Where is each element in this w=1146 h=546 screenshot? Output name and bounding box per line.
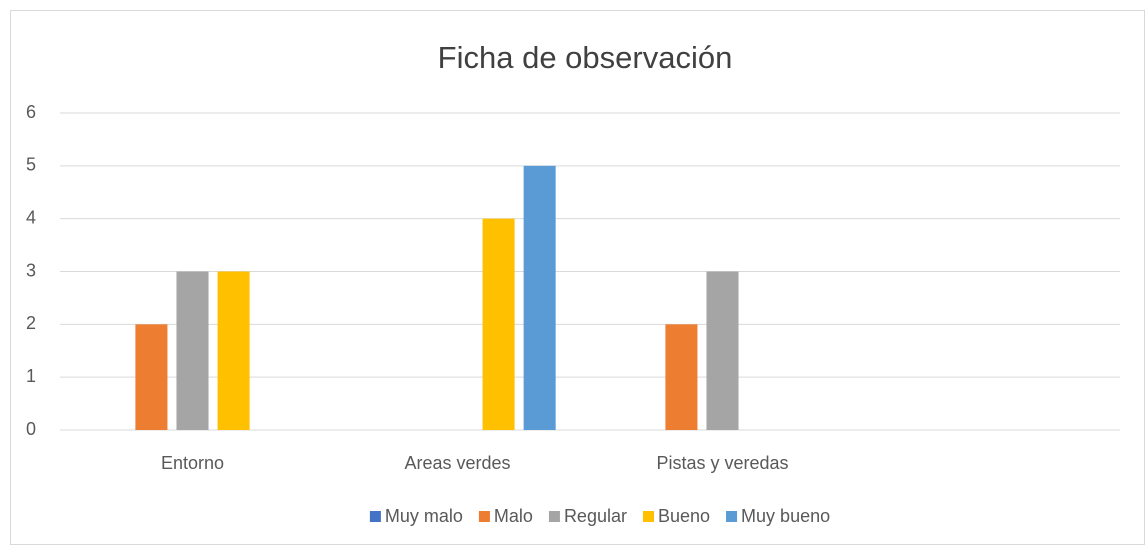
x-tick-label: Areas verdes [404,453,510,473]
legend-swatch [726,511,738,522]
legend-swatch [642,511,654,522]
y-tick-label: 3 [26,260,36,280]
bar [135,324,168,430]
legend-label: Bueno [658,506,710,526]
x-tick-label: Entorno [161,453,224,473]
y-tick-label: 6 [26,102,36,122]
chart-title: Ficha de observación [438,40,733,75]
legend-swatch [369,511,381,522]
legend-swatch [478,511,490,522]
bar [665,324,698,430]
y-tick-label: 1 [26,366,36,386]
bar [176,271,209,430]
bar [706,271,739,430]
legend-label: Muy bueno [741,506,830,526]
y-tick-label: 0 [26,419,36,439]
y-tick-label: 4 [26,207,36,227]
legend-label: Muy malo [385,506,463,526]
y-tick-label: 5 [26,155,36,175]
legend-label: Malo [494,506,533,526]
x-tick-label: Pistas y veredas [656,453,788,473]
legend-label: Regular [564,506,627,526]
legend-swatch [548,511,560,522]
bar [217,271,250,430]
bar [523,165,556,431]
bar [482,218,515,430]
y-tick-label: 2 [26,313,36,333]
